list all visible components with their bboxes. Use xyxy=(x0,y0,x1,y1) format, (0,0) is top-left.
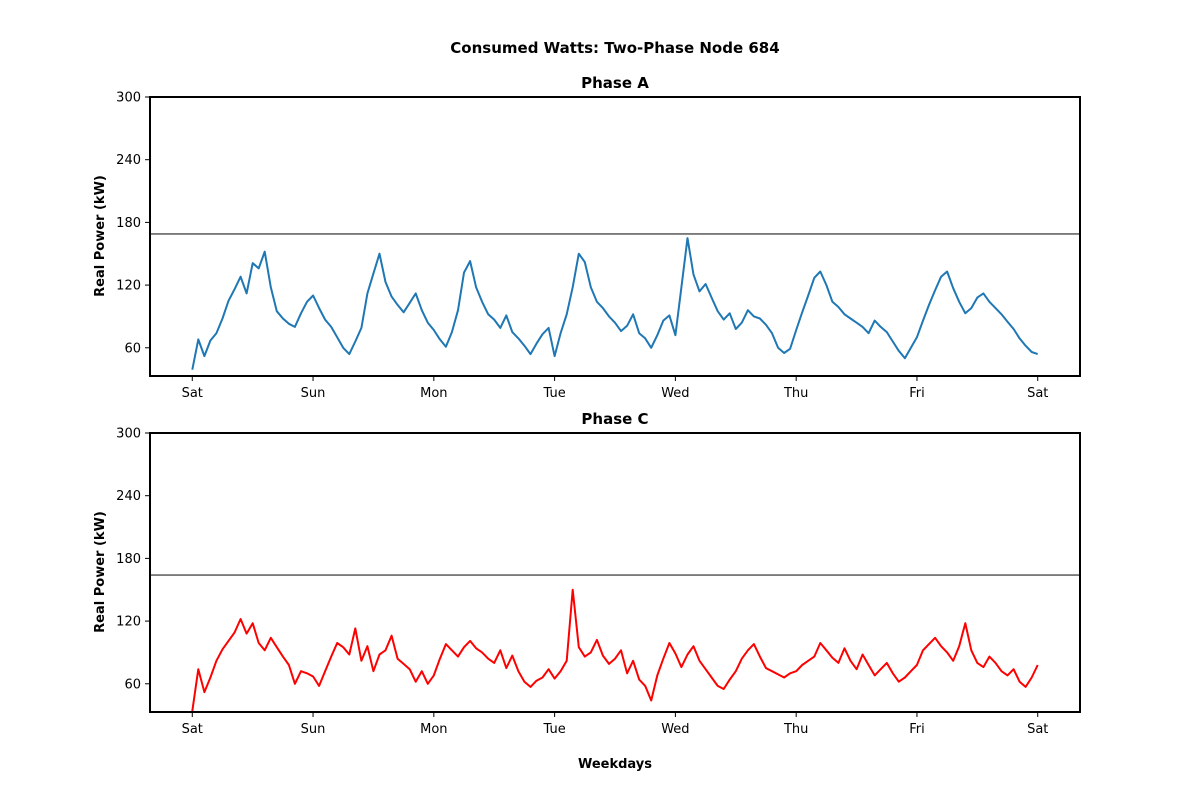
phase-a-y-axis-label: Real Power (kW) xyxy=(93,175,108,297)
phase-a-xtick-label: Thu xyxy=(783,386,808,401)
phase-c-title: Phase C xyxy=(581,410,648,428)
phase-c-xtick-label: Tue xyxy=(543,722,566,737)
phase-c-xtick-label: Fri xyxy=(909,722,925,737)
phase-a-xtick-label: Fri xyxy=(909,386,925,401)
phase-a-ytick-label: 240 xyxy=(116,153,141,168)
phase-a-xtick-label: Sat xyxy=(1027,386,1048,401)
phase-a-title: Phase A xyxy=(581,74,649,92)
phase-c-xtick-label: Wed xyxy=(661,722,689,737)
phase-c-series-line xyxy=(191,588,1039,712)
phase-a-xtick-label: Sat xyxy=(182,386,203,401)
phase-c-xtick-label: Sat xyxy=(1027,722,1048,737)
x-axis-label: Weekdays xyxy=(578,757,652,772)
phase-a-xtick-label: Mon xyxy=(420,386,447,401)
phase-a-series-line xyxy=(191,237,1039,370)
phase-a-xtick-label: Tue xyxy=(543,386,566,401)
phase-a-plot-area: 60 120 180 240 300 Sat Sun Mon Tue Wed Thu Fri Sat xyxy=(116,91,1080,401)
phase-c-axes-frame xyxy=(149,432,1081,713)
phase-c-ytick-label: 120 xyxy=(116,615,141,630)
phase-a-xtick-label: Sun xyxy=(301,386,326,401)
phase-c-xtick-label: Sun xyxy=(301,722,326,737)
phase-c-ytick-label: 180 xyxy=(116,552,141,567)
phase-c-ytick-label: 300 xyxy=(116,427,141,442)
phase-a-ytick-label: 120 xyxy=(116,279,141,294)
figure-title: Consumed Watts: Two-Phase Node 684 xyxy=(450,39,779,57)
phase-c-xtick-label: Sat xyxy=(182,722,203,737)
phase-a-ytick-label: 60 xyxy=(124,341,141,356)
phase-a-ytick-label: 180 xyxy=(116,216,141,231)
phase-c-y-axis-label: Real Power (kW) xyxy=(93,511,108,633)
phase-c-ytick-label: 240 xyxy=(116,489,141,504)
phase-a-subplot: Phase A Real Power (kW) 60 120 180 240 300 Sa… xyxy=(93,74,1081,401)
phase-c-ytick-label: 60 xyxy=(124,677,141,692)
phase-c-plot-area: 60 120 180 240 300 Sat Sun Mon Tue Wed Thu Fri Sat xyxy=(116,427,1080,737)
phase-a-axes-frame xyxy=(149,96,1081,377)
phase-c-xtick-label: Thu xyxy=(783,722,808,737)
phase-c-xtick-label: Mon xyxy=(420,722,447,737)
phase-a-xtick-label: Wed xyxy=(661,386,689,401)
phase-c-subplot: Phase C Real Power (kW) 60 120 180 240 300 Sa… xyxy=(93,410,1081,737)
phase-a-ytick-label: 300 xyxy=(116,91,141,106)
